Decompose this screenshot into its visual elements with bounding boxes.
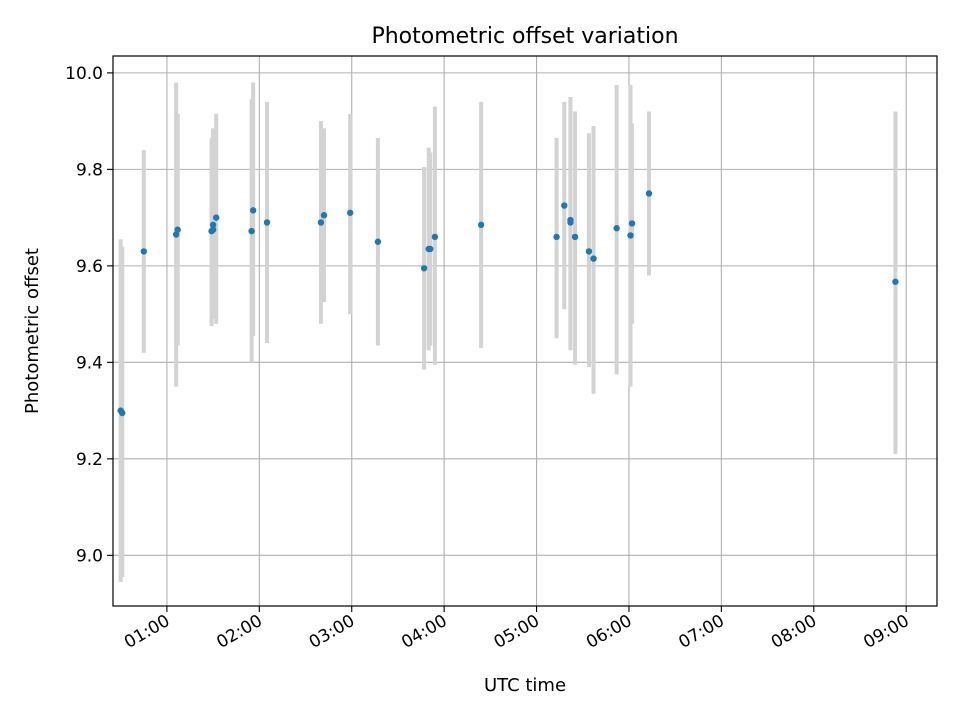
data-point <box>477 221 485 229</box>
data-point <box>374 238 382 245</box>
data-point <box>561 202 568 209</box>
data-point <box>209 221 217 229</box>
data-point <box>209 226 217 233</box>
y-tick-label: 9.4 <box>76 353 103 373</box>
y-tick-label: 9.2 <box>76 450 103 470</box>
data-point <box>174 226 181 233</box>
data-point <box>212 214 220 221</box>
y-tick-label: 9.8 <box>76 160 103 180</box>
y-tick-label: 9.6 <box>76 257 103 277</box>
data-point <box>317 219 325 226</box>
y-axis-label: Photometric offset <box>22 248 43 414</box>
x-axis-label: UTC time <box>484 675 566 696</box>
marker-layer <box>117 190 899 417</box>
data-point <box>892 278 899 285</box>
data-point <box>613 225 620 232</box>
y-tick-label: 10.0 <box>65 64 103 84</box>
data-point <box>420 265 428 272</box>
data-point <box>628 220 636 227</box>
data-point <box>248 227 255 235</box>
data-point <box>320 212 328 219</box>
data-point <box>249 207 257 214</box>
data-point <box>590 255 597 262</box>
data-point <box>140 248 148 255</box>
data-point <box>346 209 354 216</box>
data-point <box>172 231 180 238</box>
data-point <box>553 233 560 241</box>
data-point <box>431 233 439 241</box>
data-point <box>263 219 271 226</box>
data-point <box>119 409 126 417</box>
data-point <box>645 190 653 197</box>
plot-frame <box>112 55 938 607</box>
data-point <box>585 248 593 255</box>
data-point <box>567 219 574 226</box>
y-tick-label: 9.0 <box>76 546 103 566</box>
chart-title: Photometric offset variation <box>371 24 678 49</box>
data-point <box>427 245 434 253</box>
data-point <box>627 232 634 239</box>
data-point <box>571 233 579 241</box>
